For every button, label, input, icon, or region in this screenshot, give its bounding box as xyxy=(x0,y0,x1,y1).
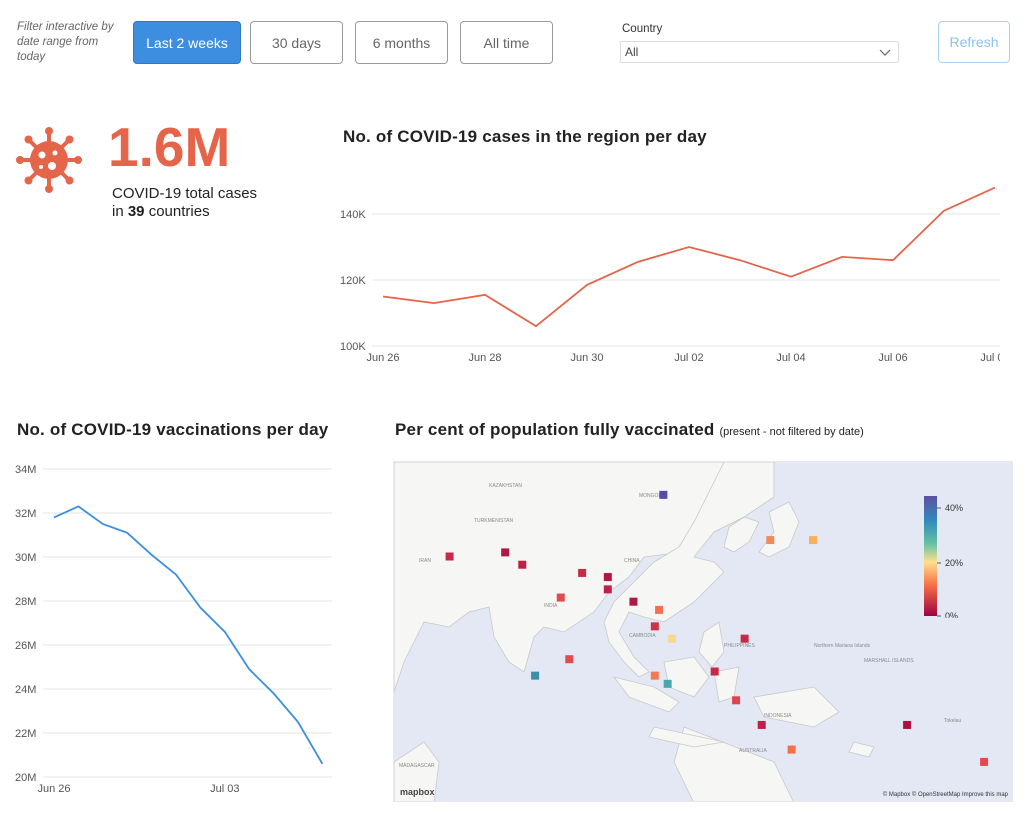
legend-tick-0: 0% xyxy=(945,611,958,618)
svg-text:INDONESIA: INDONESIA xyxy=(764,713,792,719)
cases-ytick: 140K xyxy=(340,209,366,221)
map-marker[interactable] xyxy=(578,568,587,577)
svg-text:CAMBODIA: CAMBODIA xyxy=(629,633,656,639)
map-marker[interactable] xyxy=(518,560,527,569)
svg-text:MARSHALL ISLANDS: MARSHALL ISLANDS xyxy=(864,658,914,664)
cases-xtick: Jun 26 xyxy=(366,352,399,364)
svg-text:Tokelau: Tokelau xyxy=(944,718,961,724)
svg-text:AUSTRALIA: AUSTRALIA xyxy=(739,748,767,754)
cases-series-line xyxy=(382,186,996,328)
vacc-ytick: 28M xyxy=(15,596,36,608)
country-select[interactable]: All xyxy=(620,41,899,63)
svg-text:MONGOLIA: MONGOLIA xyxy=(639,493,667,499)
map-marker[interactable] xyxy=(710,667,719,676)
cases-ytick: 120K xyxy=(340,275,366,287)
map-marker[interactable] xyxy=(740,634,749,643)
vaccinations-chart: 20M 22M 24M 26M 28M 30M 32M 34M Jun 26 Jul 03 xyxy=(15,464,332,795)
cases-chart: 100K 120K 140K Jun 26 Jun 28 Jun 30 Jul 02 Jul … xyxy=(340,186,1000,364)
range-button-all-time[interactable]: All time xyxy=(460,21,553,64)
map-marker[interactable] xyxy=(655,605,664,614)
total-cases-caption: COVID-19 total cases in 39 countries xyxy=(112,185,257,221)
filter-caption: Filter interactive by date range from to… xyxy=(17,21,114,63)
map-marker[interactable] xyxy=(766,536,775,545)
country-label: Country xyxy=(622,23,663,35)
vacc-ytick: 34M xyxy=(15,464,36,476)
svg-text:TURKMENISTAN: TURKMENISTAN xyxy=(474,518,513,524)
svg-text:IRAN: IRAN xyxy=(419,558,431,564)
vacc-ytick: 24M xyxy=(15,684,36,696)
vacc-ytick: 32M xyxy=(15,508,36,520)
cases-xtick: Jul 02 xyxy=(674,352,703,364)
countries-suffix: countries xyxy=(144,203,210,220)
cases-ytick: 100K xyxy=(340,341,366,353)
map-title: Per cent of population fully vaccinated … xyxy=(395,420,864,440)
map-attribution[interactable]: © Mapbox © OpenStreetMap Improve this ma… xyxy=(882,792,1008,798)
chevron-down-icon xyxy=(879,49,891,56)
land-layer xyxy=(394,462,875,801)
cases-xtick: Jun 30 xyxy=(570,352,603,364)
range-button-30-days[interactable]: 30 days xyxy=(250,21,343,64)
svg-text:PHILIPPINES: PHILIPPINES xyxy=(724,643,756,649)
svg-text:Northern Mariana Islands: Northern Mariana Islands xyxy=(814,643,871,649)
country-select-value: All xyxy=(625,45,639,59)
refresh-button[interactable]: Refresh xyxy=(938,21,1010,63)
vaccinations-chart-title: No. of COVID-19 vaccinations per day xyxy=(17,420,329,439)
legend-tick-20: 20% xyxy=(945,558,963,568)
countries-prefix: in xyxy=(112,203,128,220)
cases-xtick: Jun 28 xyxy=(468,352,501,364)
map-marker[interactable] xyxy=(501,548,510,557)
map-marker[interactable] xyxy=(603,585,612,594)
map-legend: 40% 20% 0% xyxy=(924,496,963,618)
vacc-xtick: Jun 26 xyxy=(37,783,70,795)
virus-icon xyxy=(16,127,82,193)
cases-xtick: Jul 08 xyxy=(980,352,1000,364)
map-marker[interactable] xyxy=(980,757,989,766)
map-marker[interactable] xyxy=(732,696,741,705)
vacc-ytick: 20M xyxy=(15,772,36,784)
mapbox-logo[interactable]: mapbox xyxy=(400,787,435,797)
svg-text:INDIA: INDIA xyxy=(544,603,558,609)
map-marker[interactable] xyxy=(531,671,540,680)
map-marker[interactable] xyxy=(663,679,672,688)
map-marker[interactable] xyxy=(903,720,912,729)
map-subtitle: (present - not filtered by date) xyxy=(719,426,864,438)
map-place-labels: KAZAKHSTAN MONGOLIA CHINA TURKMENISTAN I… xyxy=(399,483,961,769)
svg-text:KAZAKHSTAN: KAZAKHSTAN xyxy=(489,483,522,489)
map-marker[interactable] xyxy=(757,720,766,729)
map-marker[interactable] xyxy=(445,552,454,561)
svg-text:MADAGASCAR: MADAGASCAR xyxy=(399,763,435,769)
country-count: 39 xyxy=(127,203,145,220)
map-marker[interactable] xyxy=(667,634,676,643)
cases-xtick: Jul 06 xyxy=(878,352,907,364)
vacc-ytick: 22M xyxy=(15,728,36,740)
cases-chart-title: No. of COVID-19 cases in the region per … xyxy=(343,127,707,146)
range-button-last-2-weeks[interactable]: Last 2 weeks xyxy=(133,21,241,64)
map-marker[interactable] xyxy=(659,490,668,499)
legend-tick-40: 40% xyxy=(945,503,963,513)
total-cases-value: 1.6M xyxy=(108,116,231,178)
map-marker[interactable] xyxy=(565,655,574,664)
map-marker[interactable] xyxy=(629,597,638,606)
map-marker[interactable] xyxy=(809,536,818,545)
map-marker[interactable] xyxy=(787,745,796,754)
map-marker[interactable] xyxy=(650,671,659,680)
vaccination-map[interactable]: KAZAKHSTAN MONGOLIA CHINA TURKMENISTAN I… xyxy=(393,461,1013,802)
vacc-xtick: Jul 03 xyxy=(210,783,239,795)
map-marker[interactable] xyxy=(650,622,659,631)
vacc-series-line xyxy=(53,505,324,765)
map-marker[interactable] xyxy=(556,593,565,602)
cases-xtick: Jul 04 xyxy=(776,352,805,364)
map-canvas[interactable]: KAZAKHSTAN MONGOLIA CHINA TURKMENISTAN I… xyxy=(394,462,1013,802)
total-cases-line: COVID-19 total cases xyxy=(112,185,258,202)
svg-text:CHINA: CHINA xyxy=(624,558,640,564)
legend-gradient xyxy=(924,496,937,616)
countries-line: in 39 countries xyxy=(112,203,257,221)
range-button-6-months[interactable]: 6 months xyxy=(355,21,448,64)
map-marker[interactable] xyxy=(603,573,612,582)
map-title-text: Per cent of population fully vaccinated xyxy=(395,420,715,439)
vacc-ytick: 30M xyxy=(15,552,36,564)
vacc-ytick: 26M xyxy=(15,640,36,652)
